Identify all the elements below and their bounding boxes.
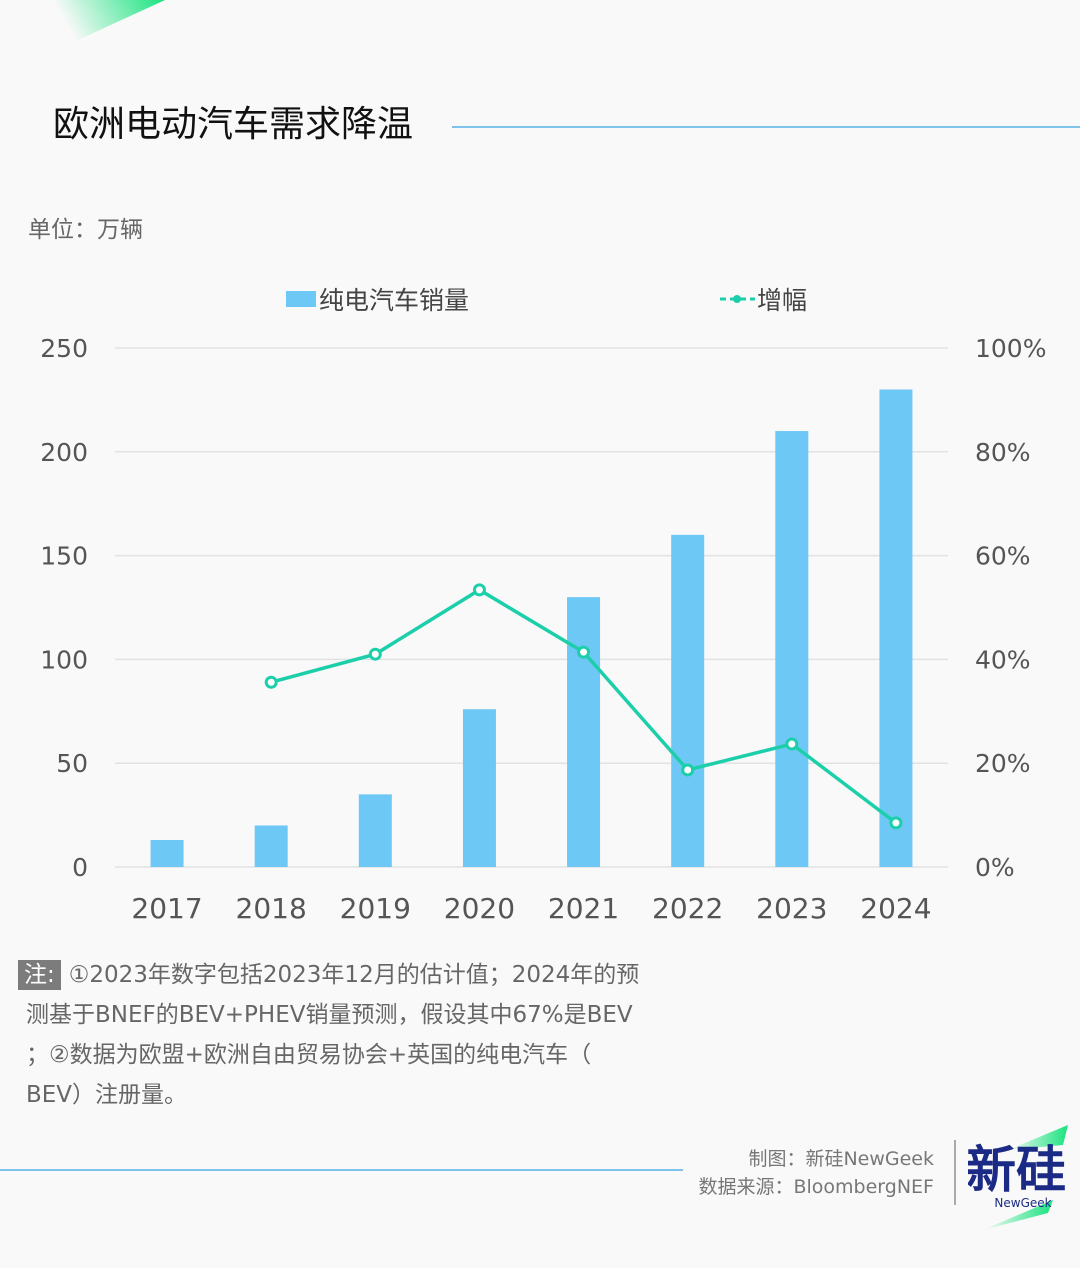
x-tick-label: 2018	[236, 892, 307, 925]
legend-bar-label: 纯电汽车销量	[319, 286, 469, 315]
svg-text:新硅: 新硅	[968, 1141, 1066, 1199]
x-tick-label: 2021	[548, 892, 619, 925]
growth-point	[681, 763, 695, 777]
note-line: ①2023年数字包括2023年12月的估计值；2024年的预	[68, 962, 640, 988]
bar	[150, 840, 184, 867]
bar	[358, 794, 392, 867]
growth-point	[472, 583, 486, 597]
newgeek-logo: 新硅 NewGeek	[968, 1125, 1068, 1230]
x-tick-label: 2022	[652, 892, 723, 925]
y-left-tick-label: 250	[40, 334, 88, 363]
x-tick-label: 2024	[860, 892, 931, 925]
growth-point	[264, 675, 278, 689]
bar	[254, 825, 288, 867]
bar	[567, 597, 601, 867]
growth-point	[577, 645, 591, 659]
bar	[879, 389, 913, 867]
data-source: 数据来源：BloombergNEF	[698, 1176, 934, 1198]
bar	[462, 709, 496, 867]
chart: 0 0% 50 20% 100 40% 150 60% 200 80% 250 100% 2017 201…	[40, 286, 1046, 925]
growth-point	[785, 737, 799, 751]
y-left-tick-label: 100	[40, 645, 88, 674]
title-divider	[452, 126, 1080, 128]
y-right-tick-label: 60%	[975, 542, 1031, 571]
y-right-tick-label: 80%	[975, 438, 1031, 467]
y-left-tick-label: 0	[72, 853, 88, 882]
x-tick-label: 2017	[131, 892, 202, 925]
footer-divider	[0, 1169, 683, 1171]
x-tick-label: 2020	[444, 892, 515, 925]
decorative-gradient	[50, 0, 165, 45]
made-by: 制图：新硅NewGeek	[748, 1148, 934, 1170]
y-right-tick-label: 0%	[975, 853, 1015, 882]
legend-bar-swatch	[286, 291, 316, 307]
x-tick-label: 2023	[756, 892, 827, 925]
y-left-tick-label: 50	[56, 749, 88, 778]
note-line: 测基于BNEF的BEV+PHEV销量预测，假设其中67%是BEV	[26, 1002, 633, 1028]
note-label: 注:	[18, 960, 61, 990]
y-left-tick-label: 150	[40, 542, 88, 571]
note-line: BEV）注册量。	[26, 1082, 188, 1108]
footer-separator	[954, 1140, 956, 1205]
y-right-tick-label: 20%	[975, 749, 1031, 778]
y-left-tick-label: 200	[40, 438, 88, 467]
unit-label: 单位：万辆	[28, 217, 143, 243]
legend-line-marker	[733, 295, 741, 303]
note: 注: ①2023年数字包括2023年12月的估计值；2024年的预 测基于BNEF…	[18, 955, 639, 1115]
bar	[775, 431, 809, 867]
growth-point	[889, 816, 903, 830]
svg-text:NewGeek: NewGeek	[994, 1196, 1051, 1210]
x-tick-label: 2019	[340, 892, 411, 925]
y-right-tick-label: 40%	[975, 645, 1031, 674]
legend-line-label: 增幅	[757, 286, 807, 315]
note-line: ；②数据为欧盟+欧洲自由贸易协会+英国的纯电汽车（	[26, 1042, 592, 1068]
growth-point	[368, 647, 382, 661]
y-right-tick-label: 100%	[975, 334, 1046, 363]
page-title: 欧洲电动汽车需求降温	[53, 104, 414, 145]
bar	[671, 534, 705, 867]
credits: 制图：新硅NewGeek 数据来源：BloombergNEF	[698, 1145, 934, 1201]
